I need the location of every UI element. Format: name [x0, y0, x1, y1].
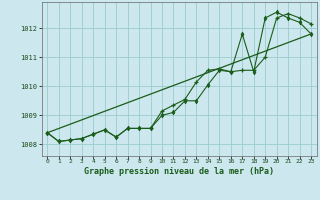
X-axis label: Graphe pression niveau de la mer (hPa): Graphe pression niveau de la mer (hPa) — [84, 167, 274, 176]
